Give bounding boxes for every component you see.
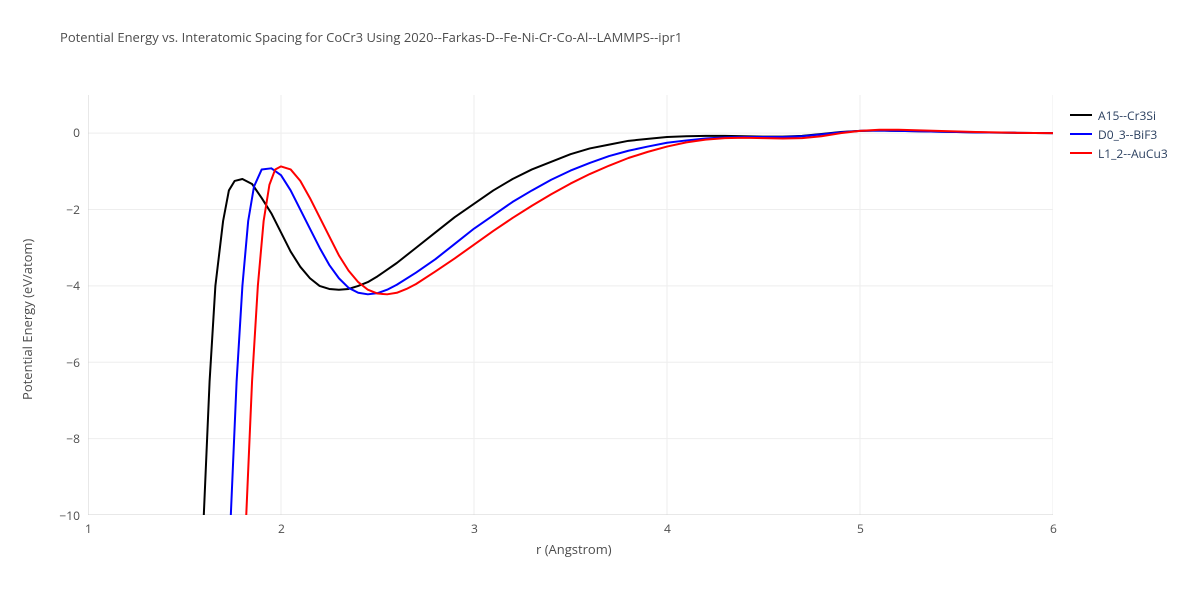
- series-line[interactable]: [204, 131, 1053, 515]
- legend-item[interactable]: L1_2--AuCu3: [1070, 145, 1168, 161]
- ytick-label: −6: [40, 354, 80, 371]
- xtick-label: 1: [85, 520, 92, 537]
- legend-label: D0_3--BiF3: [1098, 126, 1157, 143]
- chart-container: Potential Energy vs. Interatomic Spacing…: [0, 0, 1200, 600]
- legend-item[interactable]: A15--Cr3Si: [1070, 107, 1168, 123]
- chart-title: Potential Energy vs. Interatomic Spacing…: [60, 28, 682, 46]
- x-axis-label: r (Angstrom): [536, 540, 612, 558]
- xtick-label: 5: [857, 520, 864, 537]
- legend: A15--Cr3Si D0_3--BiF3 L1_2--AuCu3: [1070, 107, 1168, 164]
- ytick-label: 0: [40, 124, 80, 141]
- xtick-label: 6: [1050, 520, 1057, 537]
- legend-item[interactable]: D0_3--BiF3: [1070, 126, 1168, 142]
- ytick-label: −4: [40, 277, 80, 294]
- legend-swatch: [1070, 152, 1092, 154]
- series-line[interactable]: [231, 131, 1053, 515]
- ytick-label: −8: [40, 430, 80, 447]
- legend-label: L1_2--AuCu3: [1098, 145, 1168, 162]
- series-group: [204, 130, 1053, 515]
- series-line[interactable]: [246, 130, 1053, 515]
- plot-area[interactable]: [88, 95, 1053, 515]
- xtick-label: 4: [664, 520, 671, 537]
- y-axis-label: Potential Energy (eV/atom): [18, 239, 36, 400]
- legend-swatch: [1070, 114, 1092, 116]
- legend-swatch: [1070, 133, 1092, 135]
- legend-label: A15--Cr3Si: [1098, 107, 1156, 124]
- ytick-label: −2: [40, 201, 80, 218]
- xtick-label: 2: [278, 520, 285, 537]
- ytick-label: −10: [40, 507, 80, 524]
- xtick-label: 3: [471, 520, 478, 537]
